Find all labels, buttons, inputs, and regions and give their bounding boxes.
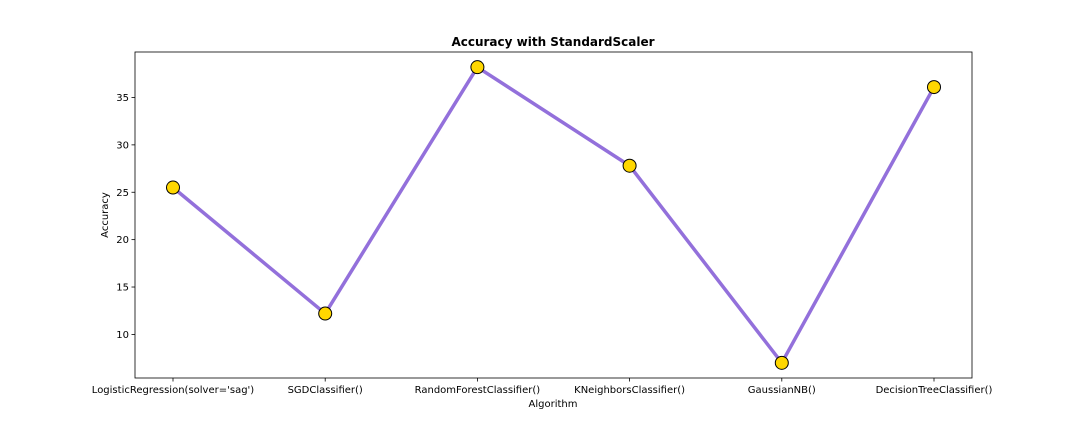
x-axis-label: Algorithm <box>529 399 578 410</box>
y-axis: 10 15 20 25 30 35 <box>116 93 135 341</box>
x-axis: LogisticRegression(solver='sag') SGDClass… <box>92 378 993 396</box>
y-tick-label: 15 <box>116 283 129 294</box>
y-tick-label: 25 <box>116 188 129 199</box>
x-tick-label: RandomForestClassifier() <box>415 385 541 396</box>
data-point <box>774 355 789 370</box>
x-tick-label: LogisticRegression(solver='sag') <box>92 385 254 396</box>
y-tick-label: 30 <box>116 140 129 151</box>
y-tick-label: 20 <box>116 235 129 246</box>
data-point <box>318 306 333 321</box>
x-tick-label: GaussianNB() <box>748 385 816 396</box>
data-point <box>927 80 941 95</box>
x-tick-label: SGDClassifier() <box>288 385 363 396</box>
series-accuracy <box>166 60 941 370</box>
data-point <box>166 180 180 195</box>
chart-title: Accuracy with StandardScaler <box>451 35 654 49</box>
y-axis-label: Accuracy <box>100 192 111 238</box>
series-line <box>171 65 936 365</box>
y-tick-label: 35 <box>116 93 129 104</box>
data-point <box>470 60 485 75</box>
x-tick-label: KNeighborsClassifier() <box>574 385 685 396</box>
x-tick-label: DecisionTreeClassifier() <box>876 385 993 396</box>
data-point <box>622 158 637 173</box>
plot-area-frame <box>134 51 973 379</box>
y-tick-label: 10 <box>116 330 129 341</box>
